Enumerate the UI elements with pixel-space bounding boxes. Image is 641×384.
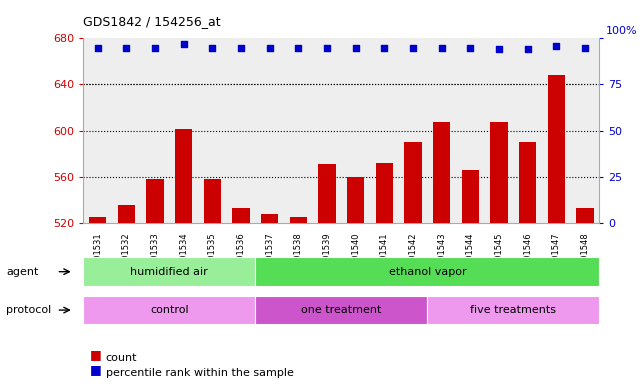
Text: 100%: 100% [606, 26, 638, 36]
Text: count: count [106, 353, 137, 363]
Point [437, 45, 447, 51]
Text: one treatment: one treatment [301, 305, 381, 315]
Point [580, 45, 590, 51]
Bar [547, 75, 565, 223]
Text: percentile rank within the sample: percentile rank within the sample [106, 368, 294, 378]
Bar [233, 208, 249, 223]
Bar [319, 164, 336, 223]
Text: humidified air: humidified air [131, 266, 208, 277]
Point [265, 45, 275, 51]
Text: five treatments: five treatments [470, 305, 556, 315]
Bar [462, 170, 479, 223]
Point [179, 41, 189, 47]
Point [494, 46, 504, 53]
Bar [261, 214, 278, 223]
Point [207, 45, 217, 51]
Point [551, 43, 562, 49]
Bar [146, 179, 163, 223]
Text: GDS1842 / 154256_at: GDS1842 / 154256_at [83, 15, 221, 28]
Point [150, 45, 160, 51]
Point [293, 45, 303, 51]
Point [121, 45, 131, 51]
Text: control: control [150, 305, 188, 315]
Point [236, 45, 246, 51]
Bar [376, 163, 393, 223]
Bar [118, 205, 135, 223]
Bar [433, 122, 450, 223]
Point [408, 45, 418, 51]
Point [322, 45, 332, 51]
Point [379, 45, 390, 51]
Bar [290, 217, 307, 223]
Point [351, 45, 361, 51]
Text: protocol: protocol [6, 305, 52, 315]
Bar [89, 217, 106, 223]
Bar [519, 142, 537, 223]
Bar [490, 122, 508, 223]
Text: ■: ■ [90, 363, 101, 376]
Text: ■: ■ [90, 348, 101, 361]
Bar [204, 179, 221, 223]
Bar [175, 129, 192, 223]
Point [465, 45, 476, 51]
Point [522, 46, 533, 53]
Point [92, 45, 103, 51]
Text: ethanol vapor: ethanol vapor [388, 266, 466, 277]
Text: agent: agent [6, 266, 39, 277]
Bar [347, 177, 364, 223]
Bar [576, 208, 594, 223]
Bar [404, 142, 422, 223]
